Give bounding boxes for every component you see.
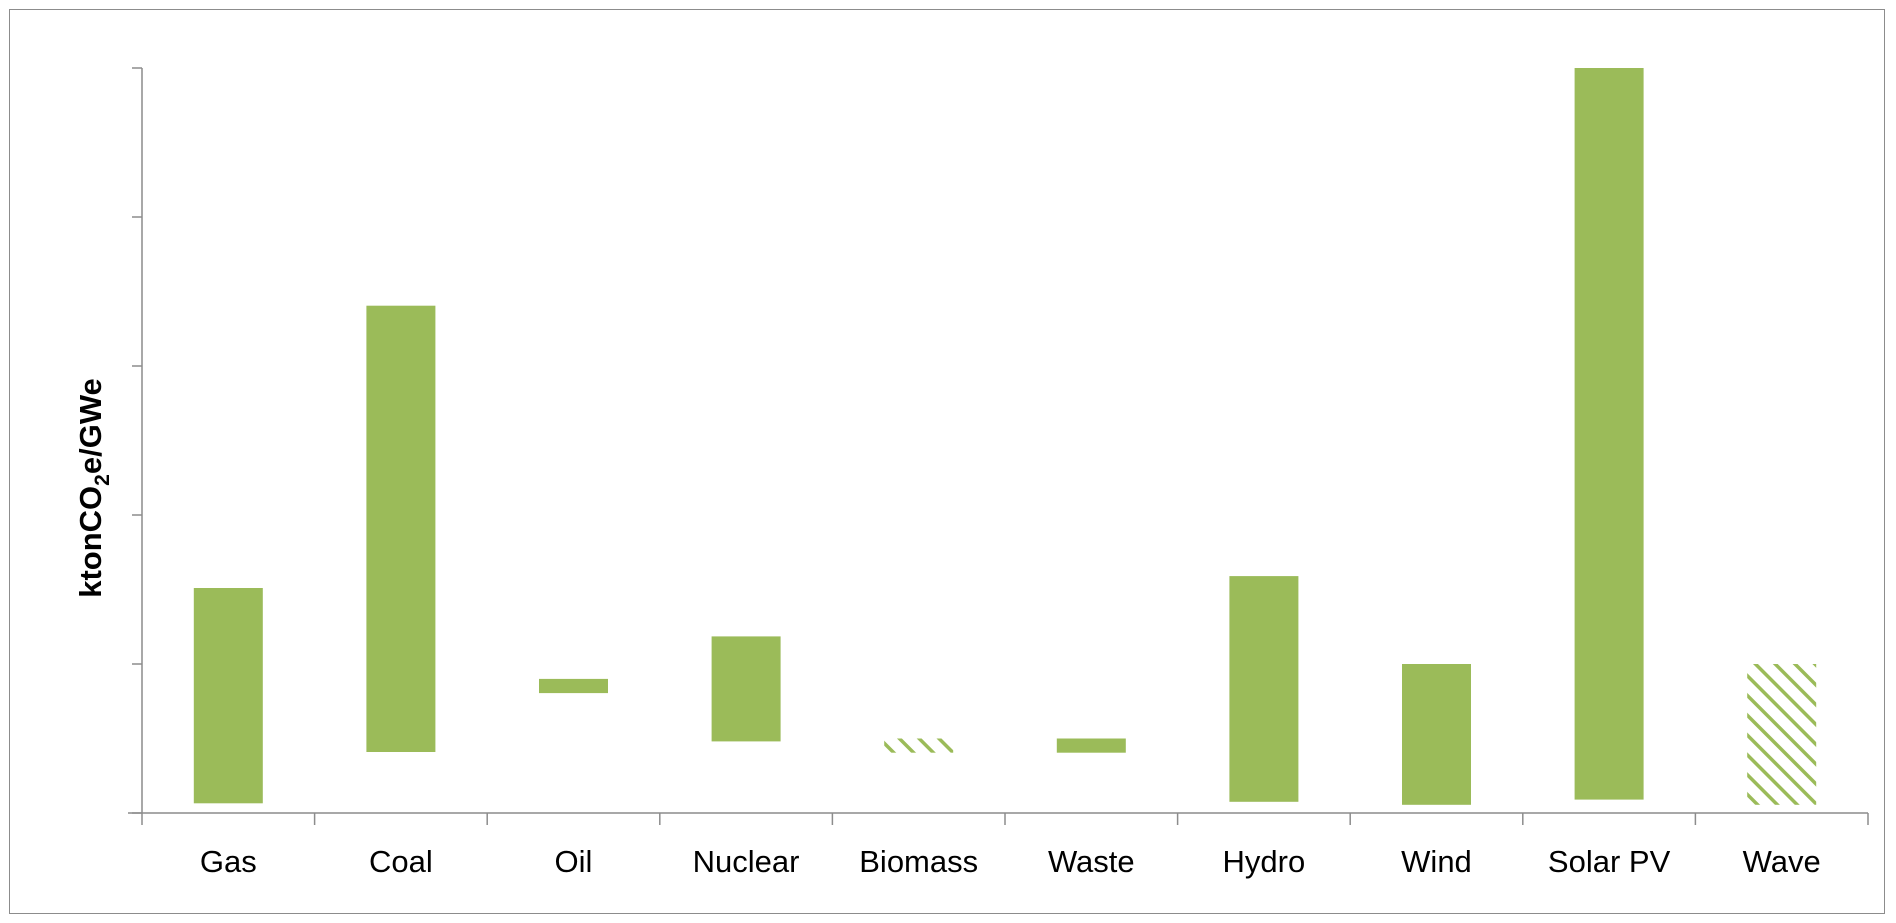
bar-hydro <box>1229 576 1299 802</box>
bars-layer <box>193 68 1817 805</box>
bar-gas <box>193 588 263 804</box>
x-tick-label-nuclear: Nuclear <box>693 844 800 879</box>
bar-wind <box>1402 664 1471 805</box>
bar-nuclear <box>711 636 781 742</box>
y-axis-title-suffix: e/GWe <box>73 378 108 474</box>
x-tick-label-waste: Waste <box>1048 844 1135 879</box>
x-tick-label-wave: Wave <box>1743 844 1821 879</box>
bar-solar-pv <box>1574 68 1644 800</box>
x-tick-label-wind: Wind <box>1401 844 1472 879</box>
chart-frame <box>9 9 1885 914</box>
labels-layer: Gas Coal Oil Nuclear Biomass Waste Hydro Wind So… <box>200 844 1821 879</box>
bar-wave <box>1747 664 1817 805</box>
y-axis-title: ktonCO2e/GWe <box>73 378 114 598</box>
bar-oil <box>539 678 608 694</box>
x-tick-label-coal: Coal <box>369 844 433 879</box>
x-tick-label-hydro: Hydro <box>1223 844 1306 879</box>
x-tick-label-biomass: Biomass <box>859 844 978 879</box>
x-tick-label-gas: Gas <box>200 844 257 879</box>
bar-biomass <box>884 738 954 753</box>
y-axis-title-subscript: 2 <box>91 474 114 486</box>
x-tick-label-solar-pv: Solar PV <box>1548 844 1671 879</box>
x-tick-label-oil: Oil <box>555 844 593 879</box>
y-axis-title-prefix: ktonCO <box>73 486 108 598</box>
bar-waste <box>1056 738 1126 753</box>
axes-layer <box>128 67 1869 825</box>
bar-coal <box>366 305 436 752</box>
